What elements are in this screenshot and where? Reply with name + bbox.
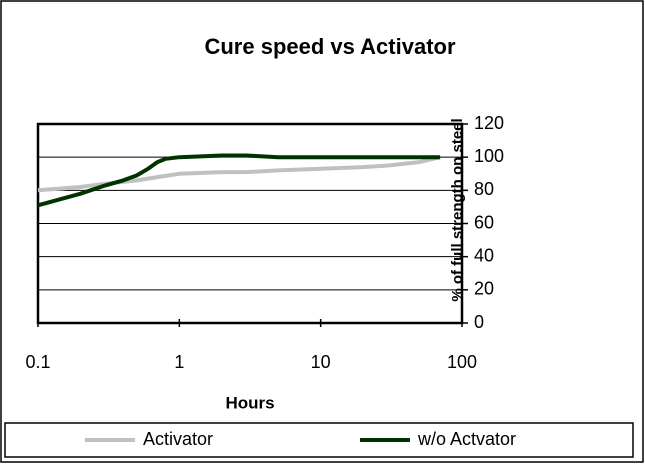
legend-label: Activator	[143, 429, 213, 449]
x-tick-label: 100	[447, 352, 477, 372]
legend-label: w/o Actvator	[417, 429, 516, 449]
data-line	[37, 153, 441, 208]
x-axis-label: Hours	[225, 393, 274, 412]
x-tick-label: 0.1	[25, 352, 50, 372]
plot-border	[36, 122, 464, 325]
y-tick-label: 40	[474, 245, 494, 265]
y-tick-label: 120	[474, 113, 504, 133]
x-tick-label: 10	[311, 352, 331, 372]
chart-title: Cure speed vs Activator	[204, 34, 455, 59]
y-axis-label: % of full strength on steel	[449, 118, 466, 302]
y-tick-label: 20	[474, 279, 494, 299]
y-tick-label: 0	[474, 312, 484, 332]
y-tick-label: 60	[474, 212, 494, 232]
legend-box	[4, 422, 634, 458]
x-tick-label: 1	[174, 352, 184, 372]
y-tick-label: 80	[474, 179, 494, 199]
y-tick-label: 100	[474, 146, 504, 166]
